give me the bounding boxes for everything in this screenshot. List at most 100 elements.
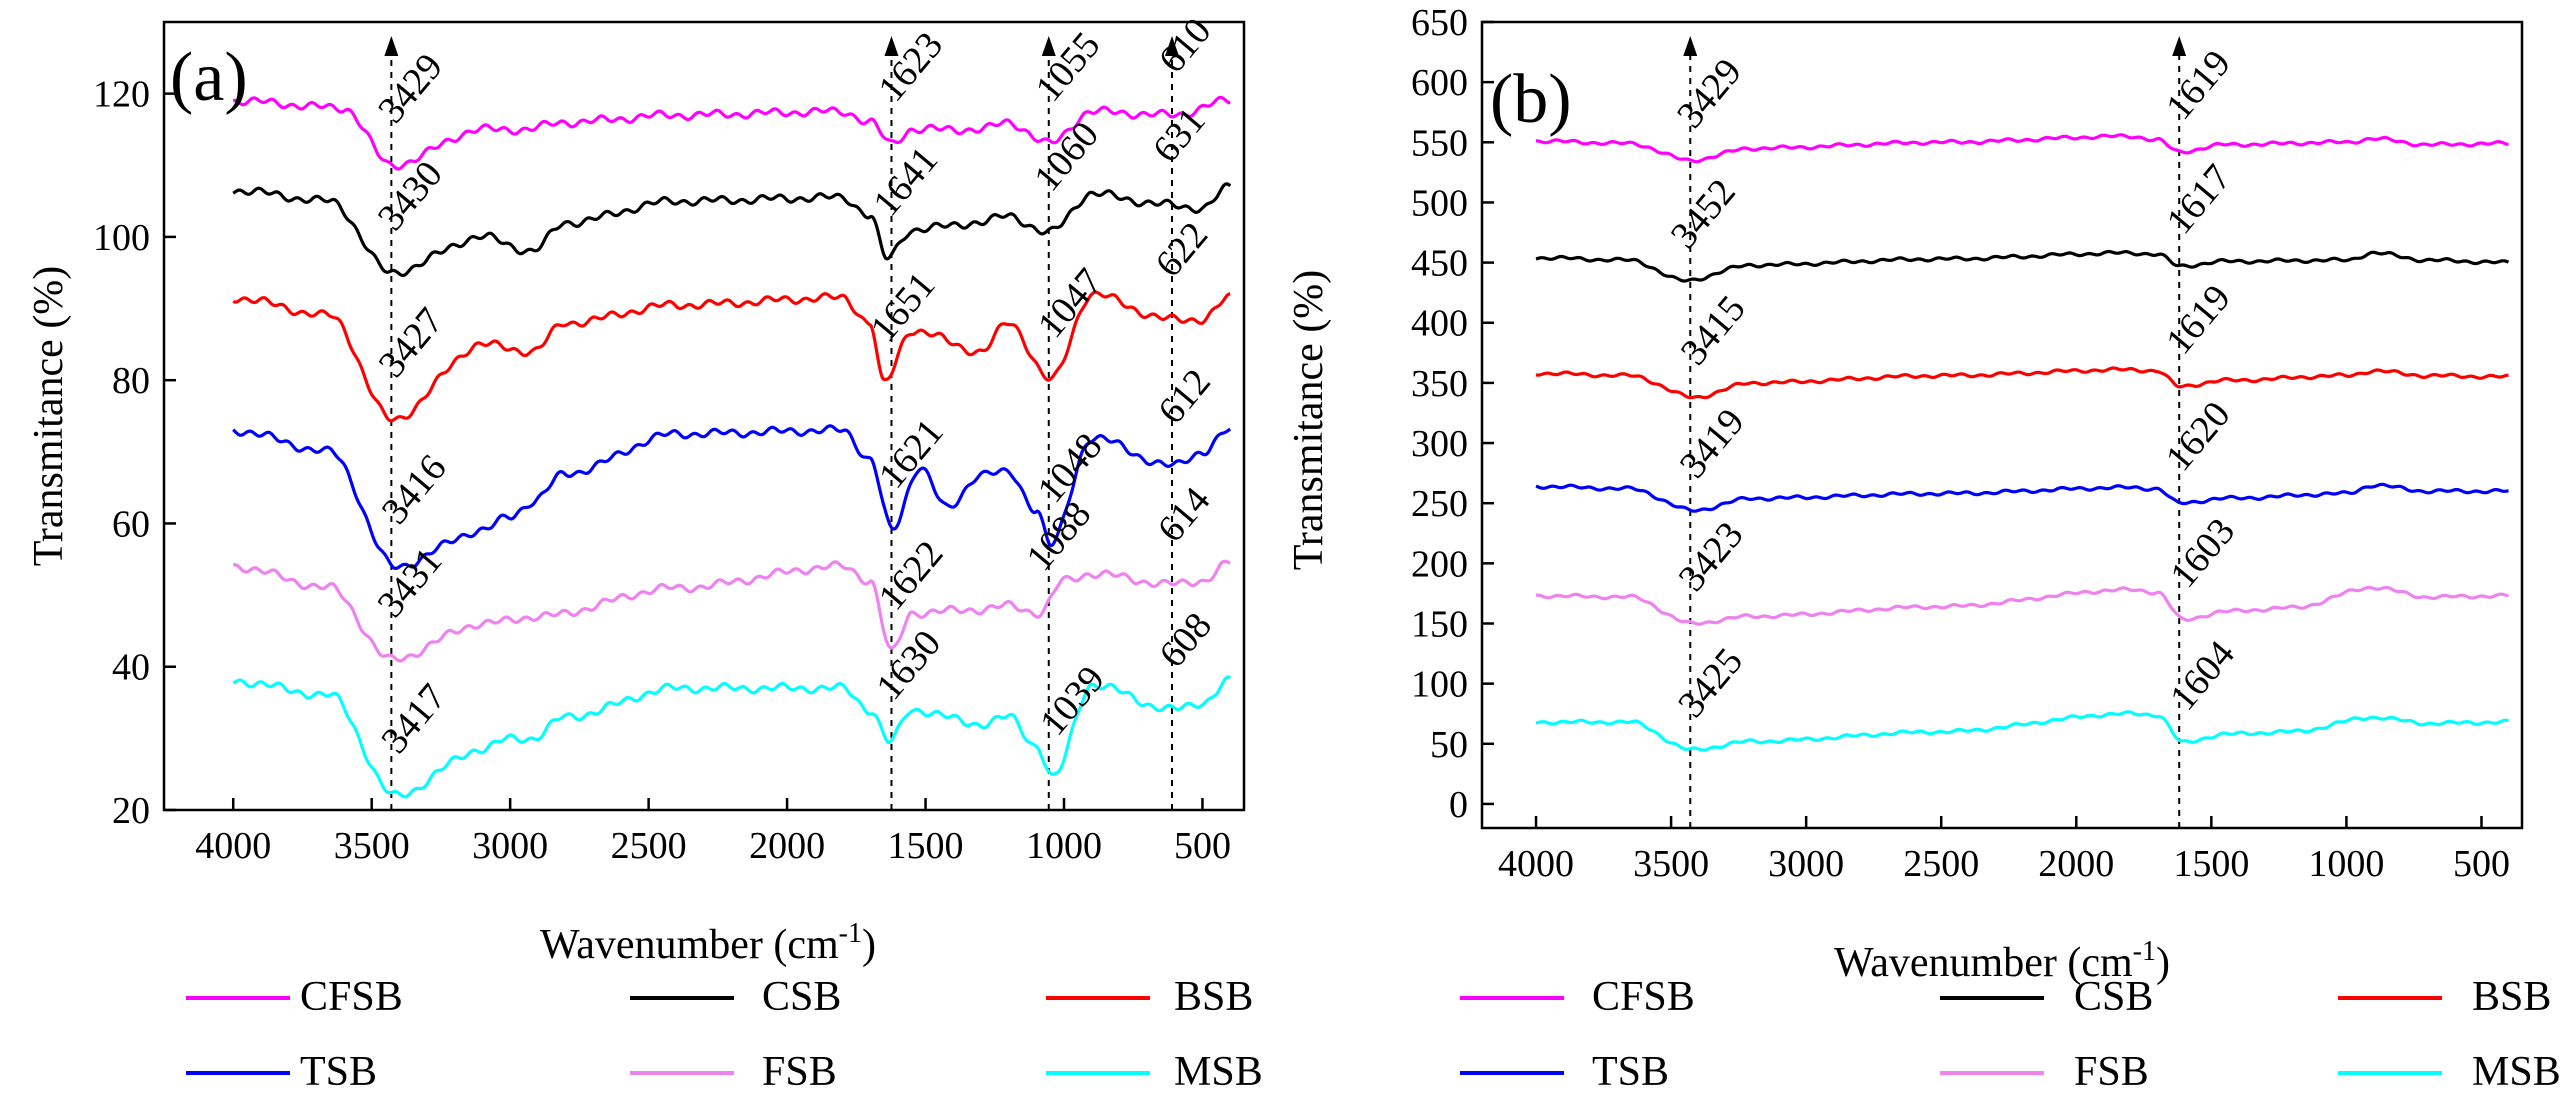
- y-tick-label: 100: [93, 217, 150, 259]
- x-tick-label: 3500: [334, 825, 410, 867]
- peak-label: 3452: [1663, 171, 1744, 256]
- series-line-bsb: [1535, 366, 2509, 400]
- peak-label: 3427: [371, 300, 452, 385]
- peak-label: 1047: [1030, 261, 1111, 346]
- y-tick-label: 650: [1411, 2, 1468, 44]
- peak-label: 608: [1151, 605, 1220, 676]
- y-tick-label: 300: [1411, 423, 1468, 465]
- legend-label-msb: MSB: [1174, 1049, 1263, 1095]
- x-tick-label: 500: [1174, 825, 1231, 867]
- x-tick-label: 1500: [2173, 843, 2249, 885]
- peak-label: 622: [1147, 214, 1216, 285]
- y-tick-label: 550: [1411, 122, 1468, 164]
- x-tick-label: 1500: [888, 825, 964, 867]
- legend: CFSB CSB BSB TSB FSB MSB CFSB CSB BSB TSB FSB MSB: [186, 974, 2561, 1095]
- peak-label: 3423: [1671, 514, 1752, 599]
- panel-b: 4000 3500 3000 2500 2000 1500 1000 500 0 50 100 150…: [1286, 2, 2524, 986]
- peak-label: 1621: [871, 411, 952, 496]
- panel-a-xlabel: Wavenumber (cm-1): [540, 918, 876, 968]
- y-tick-label: 120: [93, 74, 150, 116]
- peak-label: 612: [1150, 361, 1219, 432]
- x-tick-label: 2000: [749, 825, 825, 867]
- panel-a-xlabel-main: Wavenumber (cm: [540, 922, 839, 968]
- peak-label: 3425: [1670, 640, 1751, 725]
- peak-label: 3430: [370, 153, 451, 238]
- y-tick-label: 20: [112, 790, 150, 832]
- panel-b-ylabel: Transmitance (%): [1286, 270, 1332, 571]
- peak-label: 3429: [370, 46, 451, 131]
- series-line-fsb: [232, 559, 1231, 663]
- y-tick-label: 350: [1411, 363, 1468, 405]
- panel-a-xlabel-sup: -1: [839, 918, 862, 949]
- panel-a-series: [232, 36, 1232, 810]
- legend-label-csb: CSB: [2074, 974, 2153, 1020]
- series-line-cfsb: [1535, 133, 2509, 164]
- y-tick-label: 60: [112, 503, 150, 545]
- legend-label-cfsb: CFSB: [300, 974, 403, 1020]
- peak-label: 1619: [2158, 277, 2239, 362]
- panel-b-xlabel-sup: -1: [2133, 936, 2156, 967]
- peak-label: 1039: [1032, 658, 1113, 743]
- legend-label-tsb: TSB: [300, 1049, 377, 1095]
- y-tick-label: 50: [1430, 724, 1468, 766]
- x-tick-label: 3000: [472, 825, 548, 867]
- x-tick-label: 500: [2453, 843, 2510, 885]
- legend-label-fsb: FSB: [762, 1049, 837, 1095]
- panel-b-ticks: 4000 3500 3000 2500 2000 1500 1000 500 0 50 100 150…: [1411, 2, 2510, 885]
- panel-b-xlabel: Wavenumber (cm-1): [1834, 936, 2170, 986]
- series-line-tsb: [1535, 482, 2509, 513]
- series-line-csb: [1535, 249, 2510, 283]
- series-line-tsb: [232, 424, 1232, 571]
- peak-label: 1060: [1026, 114, 1107, 199]
- series-line-csb: [232, 182, 1232, 278]
- peak-label: 631: [1145, 100, 1214, 171]
- legend-label-bsb: BSB: [1174, 974, 1253, 1020]
- peak-label: 1617: [2158, 157, 2239, 242]
- peak-label: 3419: [1672, 401, 1753, 486]
- legend-label-fsb: FSB: [2074, 1049, 2149, 1095]
- x-tick-label: 4000: [1498, 843, 1574, 885]
- panel-b-frame: [1480, 20, 2524, 830]
- peak-label: 1603: [2162, 510, 2243, 595]
- legend-label-bsb: BSB: [2472, 974, 2551, 1020]
- x-tick-label: 3500: [1633, 843, 1709, 885]
- legend-label-csb: CSB: [762, 974, 841, 1020]
- peak-label: 3417: [373, 676, 454, 761]
- panel-a-label: (a): [170, 39, 248, 116]
- reference-arrow: [1041, 36, 1056, 56]
- panel-b-xlabel-tail: ): [2156, 940, 2170, 986]
- reference-arrow: [1683, 36, 1698, 56]
- peak-label: 3429: [1669, 51, 1750, 136]
- peak-label: 1619: [2158, 42, 2239, 127]
- peak-label: 1620: [2158, 394, 2239, 479]
- panel-b-series: [1535, 36, 2510, 828]
- y-tick-label: 450: [1411, 243, 1468, 285]
- series-line-bsb: [232, 290, 1231, 423]
- series-line-msb: [232, 675, 1231, 799]
- panel-a: 4000 3500 3000 2500 2000 1500 1000 500 20 40 60 80 1…: [26, 10, 1246, 968]
- panel-b-xlabel-main: Wavenumber (cm: [1834, 940, 2133, 986]
- peak-label: 3416: [374, 447, 455, 532]
- reference-arrow: [384, 36, 399, 56]
- y-tick-label: 400: [1411, 303, 1468, 345]
- y-tick-label: 150: [1411, 603, 1468, 645]
- panel-b-label: (b): [1490, 61, 1572, 138]
- series-line-cfsb: [232, 95, 1231, 171]
- x-tick-label: 4000: [195, 825, 271, 867]
- peak-label: 1055: [1027, 24, 1108, 109]
- peak-label: 1630: [868, 623, 949, 708]
- legend-label-tsb: TSB: [1592, 1049, 1669, 1095]
- legend-label-cfsb: CFSB: [1592, 974, 1695, 1020]
- legend-label-msb: MSB: [2472, 1049, 2561, 1095]
- peak-label: 3415: [1673, 288, 1754, 373]
- series-line-fsb: [1535, 585, 2509, 626]
- x-tick-label: 1000: [2308, 843, 2384, 885]
- reference-arrow: [1165, 36, 1179, 56]
- peak-label: 1604: [2162, 633, 2243, 718]
- peak-label: 1622: [870, 533, 951, 618]
- y-tick-label: 100: [1411, 664, 1468, 706]
- peak-label: 1641: [865, 139, 946, 224]
- y-tick-label: 200: [1411, 543, 1468, 585]
